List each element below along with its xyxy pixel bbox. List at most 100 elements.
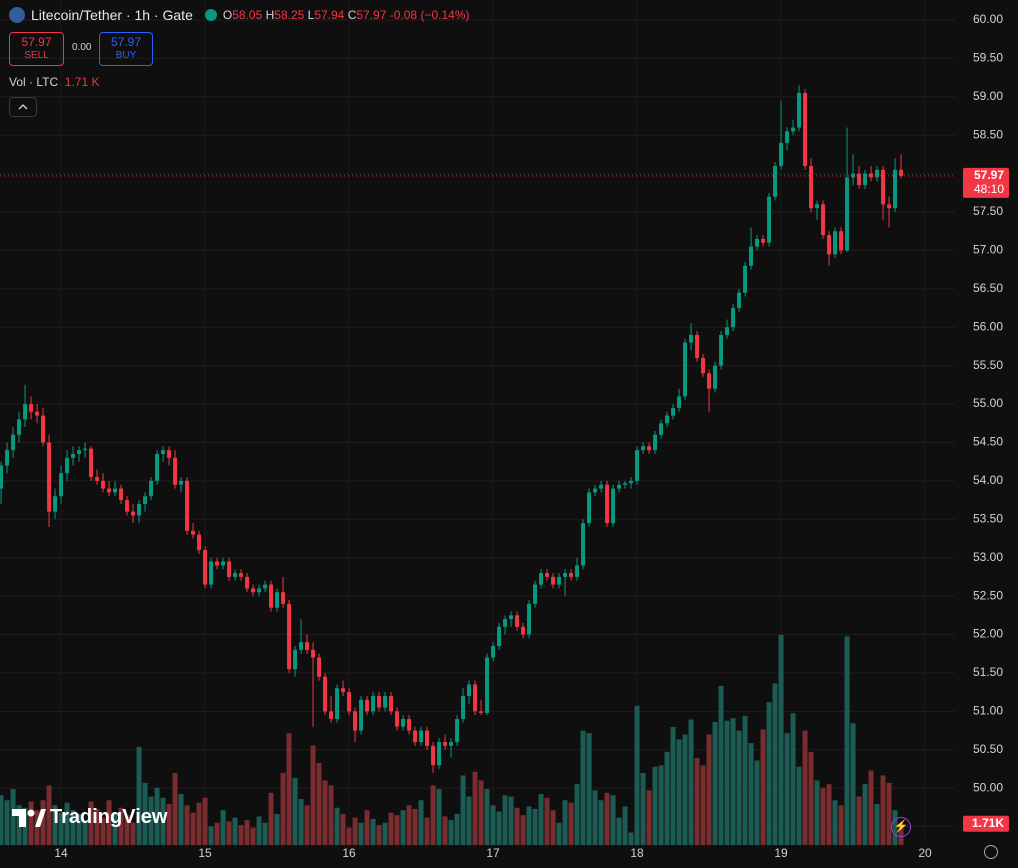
volume-bar: [544, 797, 550, 845]
volume-bar: [418, 800, 424, 845]
volume-bar: [742, 715, 748, 845]
y-tick-label: 53.00: [973, 550, 1003, 564]
symbol[interactable]: Litecoin/Tether · 1h · Gate: [31, 7, 193, 23]
candle-body: [755, 238, 760, 247]
sell-price: 57.97: [21, 35, 52, 49]
volume-bar: [94, 808, 100, 845]
spread: 0.00: [72, 42, 92, 53]
candle-body: [203, 550, 208, 585]
volume-title: Vol · LTC: [9, 75, 59, 89]
ohlc: O58.05 H58.25 L57.94 C57.97 -0.08 (−0.14…: [223, 8, 470, 22]
volume-bar: [778, 634, 784, 845]
volume-bar: [292, 777, 298, 845]
volume-bar: [298, 799, 304, 845]
candle-body: [293, 649, 298, 670]
candle-body: [251, 588, 256, 593]
volume-bar: [58, 812, 64, 845]
volume-bar: [820, 787, 826, 845]
volume-bar: [832, 800, 838, 845]
sell-label: SELL: [24, 50, 49, 61]
candle-body: [209, 561, 214, 585]
candle-body: [161, 450, 166, 454]
volume-bar: [184, 805, 190, 845]
candle-body: [371, 695, 376, 712]
candle-body: [17, 419, 22, 435]
volume-bar: [754, 760, 760, 845]
volume-bar: [586, 733, 592, 845]
volume-bar: [226, 821, 232, 845]
candle-body: [191, 530, 196, 535]
y-tick-label: 53.50: [973, 511, 1003, 525]
y-tick-label: 54.00: [973, 473, 1003, 487]
candle-body: [599, 484, 604, 489]
candle-body: [809, 165, 814, 209]
price-countdown: 48:10: [974, 182, 1004, 196]
candle-body: [479, 711, 484, 713]
settings-button[interactable]: [984, 845, 998, 859]
candle-body: [875, 169, 880, 178]
volume-bar: [514, 807, 520, 845]
candle-body: [743, 265, 748, 293]
volume-bar: [628, 832, 634, 845]
volume-bar: [490, 805, 496, 845]
volume-bars: [0, 634, 904, 845]
volume-bar: [808, 751, 814, 845]
y-tick-label: 52.50: [973, 588, 1003, 602]
candle-body: [629, 480, 634, 484]
candle-body: [461, 695, 466, 720]
buy-button[interactable]: 57.97 BUY: [99, 32, 153, 66]
candle-body: [341, 688, 346, 693]
candle-body: [623, 483, 628, 485]
candle-body: [635, 450, 640, 481]
volume-bar: [532, 808, 538, 845]
candle-body: [173, 457, 178, 485]
legend-row: Litecoin/Tether · 1h · Gate O58.05 H58.2…: [9, 7, 469, 23]
volume-bar: [250, 827, 256, 845]
candle-body: [473, 684, 478, 712]
volume-bar: [682, 734, 688, 845]
candle-body: [113, 488, 118, 493]
candle-body: [881, 169, 886, 205]
candle-body: [101, 480, 106, 489]
volume-bar: [676, 739, 682, 845]
volume-bar: [826, 784, 832, 845]
candle-body: [701, 357, 706, 374]
status-dot: [204, 9, 217, 21]
volume-bar: [286, 733, 292, 845]
candle-body: [791, 127, 796, 132]
volume-bar: [382, 822, 388, 845]
volume-bar: [412, 808, 418, 845]
y-tick-label: 60.00: [973, 12, 1003, 26]
volume-tag-value: 1.71K: [972, 816, 1004, 830]
candle-body: [23, 404, 28, 420]
candle-body: [773, 165, 778, 197]
price-tag-value: 57.97: [974, 168, 1004, 182]
collapse-button[interactable]: [9, 97, 37, 117]
sell-button[interactable]: 57.97 SELL: [9, 32, 64, 66]
lightning-button[interactable]: ⚡: [891, 817, 911, 837]
candle-body: [197, 534, 202, 551]
candle-body: [269, 584, 274, 608]
x-tick-label: 15: [198, 846, 212, 860]
y-tick-label: 51.50: [973, 665, 1003, 679]
candle-body: [323, 676, 328, 712]
volume-bar: [436, 789, 442, 845]
volume-bar: [478, 780, 484, 845]
candle-body: [47, 442, 52, 512]
candle-body: [179, 480, 184, 485]
volume-bar: [736, 730, 742, 845]
volume-bar: [508, 796, 514, 845]
candle-body: [581, 523, 586, 566]
volume-bar: [730, 718, 736, 845]
volume-bar: [202, 797, 208, 845]
candle-body: [779, 142, 784, 166]
open: 58.05: [232, 8, 263, 22]
candle-body: [89, 448, 94, 478]
candle-body: [431, 745, 436, 766]
candle-body: [839, 231, 844, 251]
volume-bar: [562, 800, 568, 845]
candle-body: [329, 711, 334, 720]
y-tick-label: 58.50: [973, 127, 1003, 141]
